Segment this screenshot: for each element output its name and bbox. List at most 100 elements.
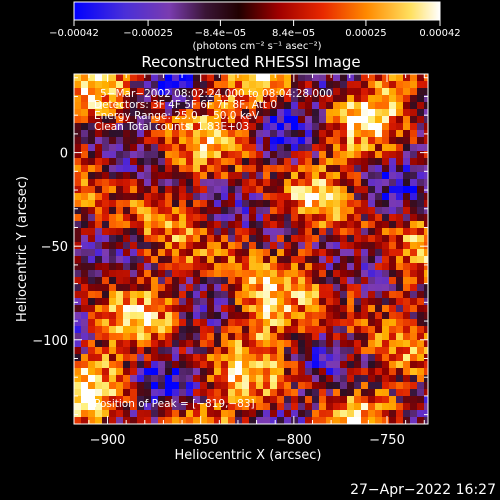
heatmap-cell xyxy=(333,102,341,110)
heatmap-cell xyxy=(256,396,264,404)
heatmap-cell xyxy=(221,368,229,376)
heatmap-cell xyxy=(207,249,215,257)
heatmap-cell xyxy=(144,249,152,257)
heatmap-cell xyxy=(81,158,89,166)
heatmap-cell xyxy=(298,340,306,348)
heatmap-cell xyxy=(270,214,278,222)
heatmap-cell xyxy=(200,228,208,236)
heatmap-cell xyxy=(109,102,117,110)
heatmap-cell xyxy=(333,109,341,117)
heatmap-cell xyxy=(375,354,383,362)
heatmap-cell xyxy=(214,340,222,348)
heatmap-cell xyxy=(347,389,355,397)
heatmap-cell xyxy=(284,130,292,138)
heatmap-cell xyxy=(256,389,264,397)
heatmap-cell xyxy=(347,312,355,320)
heatmap-cell xyxy=(130,151,138,159)
heatmap-cell xyxy=(116,389,124,397)
heatmap-cell xyxy=(417,396,425,404)
heatmap-cell xyxy=(235,214,243,222)
heatmap-cell xyxy=(291,88,299,96)
heatmap-cell xyxy=(151,193,159,201)
heatmap-cell xyxy=(340,312,348,320)
heatmap-cell xyxy=(368,137,376,145)
heatmap-cell xyxy=(277,81,285,89)
heatmap-cell xyxy=(74,368,82,376)
heatmap-cell xyxy=(347,256,355,264)
heatmap-cell xyxy=(249,242,257,250)
heatmap-cell xyxy=(403,179,411,187)
heatmap-cell xyxy=(361,123,369,131)
heatmap-cell xyxy=(319,333,327,341)
heatmap-cell xyxy=(249,123,257,131)
heatmap-cell xyxy=(375,228,383,236)
heatmap-cell xyxy=(221,417,229,424)
heatmap-cell xyxy=(116,165,124,173)
heatmap-cell xyxy=(354,179,362,187)
heatmap-cell xyxy=(396,172,404,180)
heatmap-cell xyxy=(144,347,152,355)
heatmap-cell xyxy=(109,81,117,89)
heatmap-cell xyxy=(256,354,264,362)
heatmap-cell xyxy=(389,417,397,424)
heatmap-cell xyxy=(130,172,138,180)
heatmap-cell xyxy=(116,263,124,271)
heatmap-cell xyxy=(417,368,425,376)
heatmap-cell xyxy=(298,333,306,341)
heatmap-cell xyxy=(354,102,362,110)
heatmap-cell xyxy=(186,116,194,124)
heatmap-cell xyxy=(200,214,208,222)
heatmap-cell xyxy=(130,270,138,278)
heatmap-cell xyxy=(375,151,383,159)
heatmap-cell xyxy=(242,284,250,292)
heatmap-cell xyxy=(361,95,369,103)
heatmap-cell xyxy=(109,249,117,257)
heatmap-cell xyxy=(361,340,369,348)
heatmap-cell xyxy=(305,193,313,201)
heatmap-cell xyxy=(144,305,152,313)
heatmap-cell xyxy=(235,74,243,82)
heatmap-cell xyxy=(235,284,243,292)
colorbar-tick-label: −0.00025 xyxy=(123,28,173,39)
heatmap-cell xyxy=(193,382,201,390)
heatmap-cell xyxy=(249,361,257,369)
heatmap-cell xyxy=(361,137,369,145)
heatmap-cell xyxy=(179,88,187,96)
heatmap-cell xyxy=(88,291,96,299)
heatmap-cell xyxy=(263,396,271,404)
heatmap-cell xyxy=(256,298,264,306)
heatmap-cell xyxy=(382,74,390,82)
heatmap-cell xyxy=(298,417,306,424)
heatmap-cell xyxy=(354,368,362,376)
heatmap-cell xyxy=(417,74,425,82)
heatmap-cell xyxy=(200,81,208,89)
heatmap-cell xyxy=(228,382,236,390)
heatmap-cell xyxy=(270,361,278,369)
heatmap-cell xyxy=(354,81,362,89)
heatmap-cell xyxy=(207,298,215,306)
heatmap-cell xyxy=(123,74,131,82)
heatmap-cells xyxy=(74,74,428,424)
heatmap-cell xyxy=(116,249,124,257)
heatmap-cell xyxy=(228,270,236,278)
heatmap-cell xyxy=(116,193,124,201)
heatmap-cell xyxy=(242,249,250,257)
heatmap-cell xyxy=(284,319,292,327)
heatmap-cell xyxy=(277,186,285,194)
heatmap-cell xyxy=(256,333,264,341)
heatmap-cell xyxy=(256,165,264,173)
heatmap-cell xyxy=(319,242,327,250)
heatmap-cell xyxy=(361,368,369,376)
heatmap-cell xyxy=(256,277,264,285)
heatmap-cell xyxy=(326,375,334,383)
heatmap-cell xyxy=(249,333,257,341)
heatmap-cell xyxy=(256,81,264,89)
heatmap-cell xyxy=(354,235,362,243)
heatmap-cell xyxy=(319,214,327,222)
heatmap-cell xyxy=(417,123,425,131)
heatmap-cell xyxy=(74,165,82,173)
heatmap-cell xyxy=(270,151,278,159)
heatmap-cell xyxy=(354,256,362,264)
heatmap-cell xyxy=(284,200,292,208)
